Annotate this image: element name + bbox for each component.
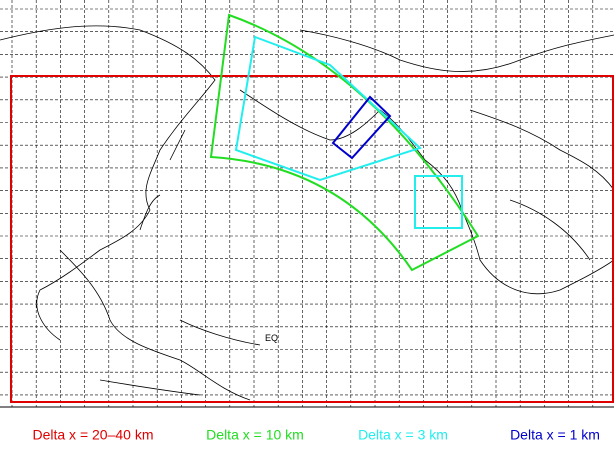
coastline (299, 29, 614, 72)
legend-label: Delta x = 3 km (358, 427, 448, 443)
domain-outline (234, 35, 463, 229)
coastline (0, 25, 216, 341)
coastline (59, 249, 251, 401)
legend-label: Delta x = 1 km (510, 427, 600, 443)
legend: Delta x = 20–40 km Delta x = 10 km Delta x… (32, 427, 599, 443)
graticule (0, 0, 614, 407)
coastline (239, 89, 614, 294)
equator-label: EQ (265, 333, 278, 343)
coastline (469, 109, 614, 261)
domain-outline (209, 13, 480, 272)
coastline (139, 129, 186, 231)
legend-label: Delta x = 10 km (206, 427, 304, 443)
domain-outline (10, 75, 614, 403)
coastline (99, 319, 261, 396)
coastlines (0, 25, 614, 401)
domain-outline (331, 95, 392, 160)
legend-label: Delta x = 20–40 km (32, 427, 153, 443)
